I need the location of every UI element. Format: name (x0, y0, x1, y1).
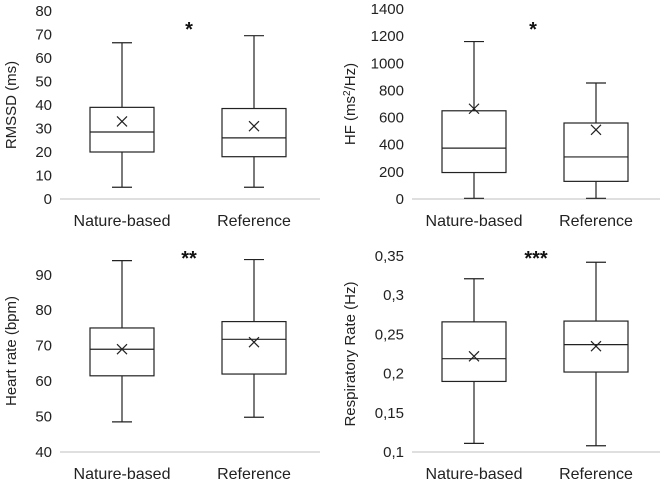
box-nature-based (441, 278, 507, 444)
mean-marker (468, 103, 480, 115)
mean-marker (248, 336, 260, 348)
y-tick-label: 0 (396, 191, 404, 208)
category-label: Nature-based (74, 466, 171, 482)
box-nature-based (89, 42, 155, 188)
significance-marker: *** (524, 248, 548, 270)
y-tick-label: 0,35 (375, 248, 404, 265)
y-tick-label: 50 (35, 409, 52, 426)
y-axis-label-superscript: 2 (342, 90, 353, 96)
iqr-box (221, 107, 287, 158)
y-tick-label: 0,3 (383, 287, 404, 304)
iqr-box (221, 320, 287, 375)
category-label: Nature-based (426, 466, 523, 482)
y-tick-label: 70 (35, 27, 52, 44)
significance-marker: * (185, 19, 193, 41)
iqr-box (441, 321, 507, 383)
mean-marker (248, 120, 260, 132)
category-label: Reference (217, 213, 291, 230)
mean-marker (590, 340, 602, 352)
significance-marker: * (529, 19, 537, 41)
y-tick-label: 70 (35, 338, 52, 355)
y-tick-label: 1200 (371, 28, 404, 45)
y-tick-label: 80 (35, 3, 52, 20)
y-tick-label: 80 (35, 302, 52, 319)
chart-panel-2: 0 200 400 600 800 1000 1200 1400 HF (ms2/Hz) Natu… (342, 1, 660, 230)
category-label: Nature-based (74, 213, 171, 230)
category-label: Reference (559, 466, 633, 482)
significance-marker: ** (181, 248, 197, 270)
y-tick-label: 800 (379, 82, 404, 99)
y-tick-label: 20 (35, 144, 52, 161)
mean-marker (116, 343, 128, 355)
box-reference (563, 82, 629, 199)
y-tick-label: 0,2 (383, 366, 404, 383)
category-label: Reference (559, 213, 633, 230)
chart-panel-1: 0 10 20 30 40 50 60 70 80 RMSSD (ms) Nature-based R… (3, 3, 320, 230)
y-tick-label: 60 (35, 50, 52, 67)
y-tick-label: 40 (35, 97, 52, 114)
y-axis-label-part: /Hz) (342, 63, 359, 91)
y-tick-label: 50 (35, 74, 52, 91)
box-nature-based (441, 40, 507, 199)
y-tick-label: 0,15 (375, 405, 404, 422)
box-reference (221, 258, 287, 418)
chart-panel-4: 0,1 0,15 0,2 0,25 0,3 0,35 Respiratory Rate (H… (342, 248, 660, 482)
y-tick-label: 0 (44, 191, 52, 208)
mean-marker (468, 350, 480, 362)
iqr-box (89, 106, 155, 153)
category-label: Reference (217, 466, 291, 482)
category-label: Nature-based (426, 213, 523, 230)
box-nature-based (89, 260, 155, 423)
iqr-box (563, 122, 629, 182)
y-axis-label-part: HF (ms (342, 96, 359, 145)
y-tick-label: 90 (35, 267, 52, 284)
box-reference (221, 35, 287, 188)
y-axis-label: Respiratory Rate (Hz) (342, 281, 359, 426)
chart-panel-3: 40 50 60 70 80 90 Heart rate (bpm) Nature-based… (3, 248, 320, 482)
iqr-box (89, 327, 155, 377)
y-tick-label: 400 (379, 137, 404, 154)
y-tick-label: 200 (379, 164, 404, 181)
mean-marker (590, 124, 602, 136)
y-tick-label: 40 (35, 444, 52, 461)
y-axis-label: Heart rate (bpm) (3, 296, 20, 406)
box-reference (563, 261, 629, 447)
y-tick-label: 10 (35, 168, 52, 185)
y-tick-label: 1000 (371, 55, 404, 72)
y-tick-label: 0,25 (375, 326, 404, 343)
y-tick-label: 30 (35, 121, 52, 138)
y-tick-label: 60 (35, 373, 52, 390)
y-tick-label: 1400 (371, 1, 404, 18)
y-axis-label: HF (ms2/Hz) (342, 63, 360, 145)
y-axis-label: RMSSD (ms) (3, 61, 20, 149)
y-tick-label: 0,1 (383, 444, 404, 461)
iqr-box (441, 110, 507, 174)
y-tick-label: 600 (379, 110, 404, 127)
mean-marker (116, 116, 128, 127)
